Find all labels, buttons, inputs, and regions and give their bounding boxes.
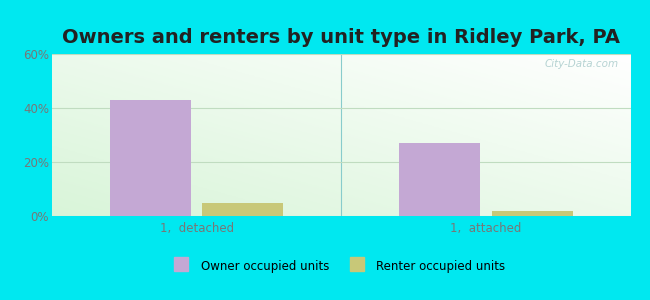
Bar (202, 202, 283, 216)
Bar (110, 100, 191, 216)
Bar (399, 143, 480, 216)
Bar (491, 211, 573, 216)
Text: City-Data.com: City-Data.com (545, 59, 619, 69)
Title: Owners and renters by unit type in Ridley Park, PA: Owners and renters by unit type in Ridle… (62, 28, 620, 47)
Legend: Owner occupied units, Renter occupied units: Owner occupied units, Renter occupied un… (172, 256, 510, 278)
